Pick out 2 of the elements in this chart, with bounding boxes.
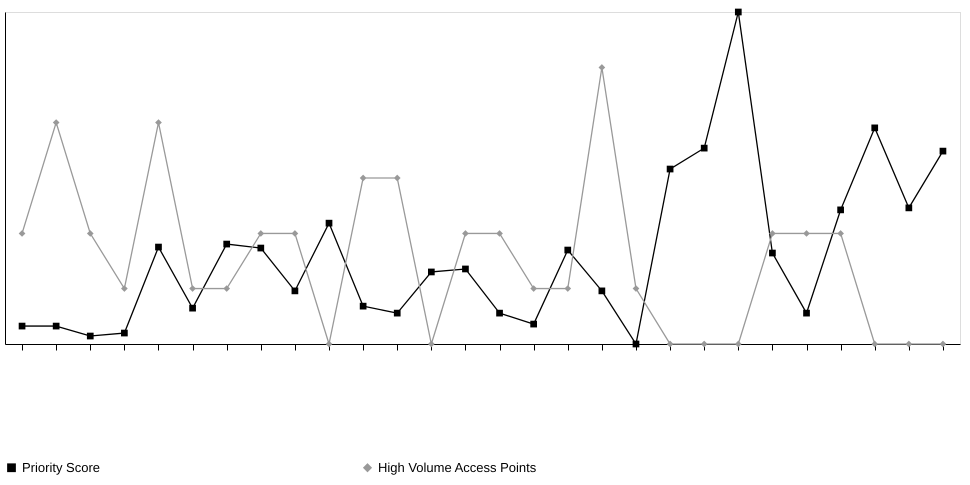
legend-label: High Volume Access Points [378, 460, 537, 475]
legend-label: Priority Score [22, 460, 100, 475]
